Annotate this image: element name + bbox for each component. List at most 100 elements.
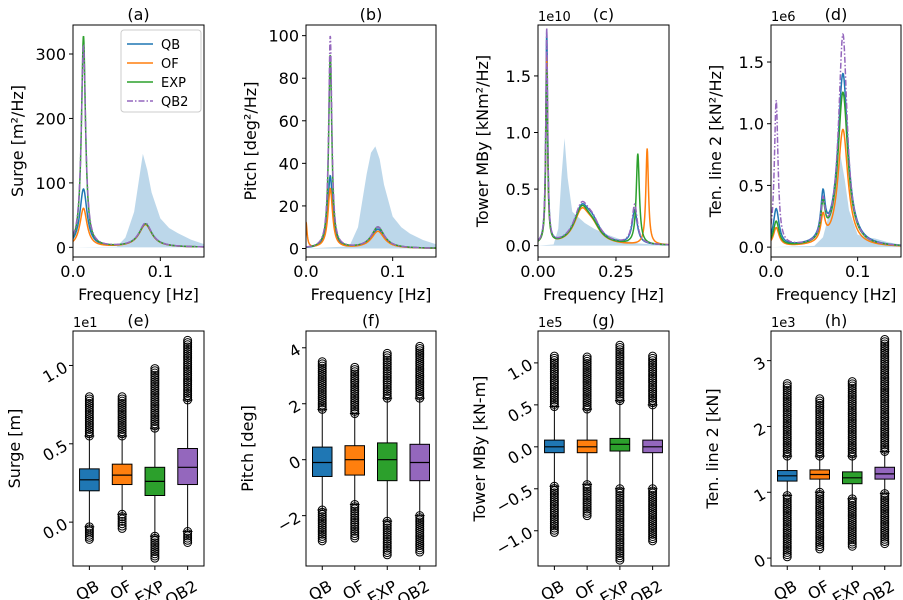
outlier-point xyxy=(415,532,425,542)
outlier-point xyxy=(117,523,127,533)
outlier-point xyxy=(549,375,559,385)
outlier-point xyxy=(880,442,890,452)
outlier-point xyxy=(350,515,360,525)
y-tick-label: 100 xyxy=(35,174,66,193)
y-tick-label: 300 xyxy=(35,45,66,64)
y-tick-label: 1 xyxy=(751,484,769,506)
outlier-point xyxy=(549,395,559,405)
outlier-point xyxy=(183,349,193,359)
y-tick-label: 2 xyxy=(286,396,304,418)
outlier-point xyxy=(782,545,792,555)
outlier-point xyxy=(847,425,857,435)
outlier-point xyxy=(815,422,825,432)
outlier-point xyxy=(880,414,890,424)
outlier-point xyxy=(582,393,592,403)
outlier-point xyxy=(782,396,792,406)
outlier-point xyxy=(615,342,625,352)
outlier-point xyxy=(415,538,425,548)
outlier-point xyxy=(615,387,625,397)
outlier-point xyxy=(847,522,857,532)
outlier-point xyxy=(183,355,193,365)
outlier-point xyxy=(880,429,890,439)
outlier-point xyxy=(582,402,592,412)
y-tick-label: 60 xyxy=(279,112,299,131)
subplot-title: (h) xyxy=(825,311,848,330)
outlier-point xyxy=(880,536,890,546)
outlier-point xyxy=(815,529,825,539)
outlier-point xyxy=(150,553,160,563)
y-tick-label: −1.0 xyxy=(493,523,536,559)
outlier-point xyxy=(317,404,327,414)
outlier-point xyxy=(815,522,825,532)
outlier-point xyxy=(648,521,658,531)
outlier-point xyxy=(382,371,392,381)
box-qb xyxy=(312,446,333,477)
outlier-point xyxy=(415,348,425,358)
outlier-point xyxy=(615,540,625,550)
outlier-point xyxy=(350,362,360,372)
outlier-point xyxy=(415,511,425,521)
wave-spectrum-area xyxy=(73,153,204,248)
outlier-point xyxy=(815,418,825,428)
outlier-point xyxy=(782,385,792,395)
outlier-point xyxy=(815,509,825,519)
outlier-point xyxy=(648,508,658,518)
y-tick-label: 4 xyxy=(286,340,304,362)
outlier-point xyxy=(183,388,193,398)
outlier-point xyxy=(549,397,559,407)
plot-area xyxy=(771,33,901,248)
x-axis-label: Frequency [Hz] xyxy=(78,285,199,304)
plot-area xyxy=(306,35,436,249)
outlier-point xyxy=(150,423,160,433)
outlier-point xyxy=(615,378,625,388)
outlier-point xyxy=(382,527,392,537)
outlier-point xyxy=(847,533,857,543)
outlier-point xyxy=(84,407,94,417)
outlier-point xyxy=(815,447,825,457)
outlier-point xyxy=(648,382,658,392)
outlier-point xyxy=(615,506,625,516)
outlier-point xyxy=(549,481,559,491)
legend-label-qb2: QB2 xyxy=(161,95,188,110)
outlier-point xyxy=(582,369,592,379)
outlier-point xyxy=(648,384,658,394)
box-qb2 xyxy=(177,448,198,486)
outlier-point xyxy=(582,488,592,498)
outlier-point xyxy=(317,372,327,382)
outlier-point xyxy=(117,431,127,441)
outlier-point xyxy=(648,369,658,379)
outlier-point xyxy=(84,420,94,430)
axes-frame xyxy=(537,24,670,258)
category-label-qb: QB xyxy=(72,576,102,600)
legend-label-qb: QB xyxy=(161,38,180,53)
outlier-point xyxy=(880,495,890,505)
outlier-point xyxy=(84,427,94,437)
outlier-point xyxy=(782,423,792,433)
outlier-point xyxy=(84,414,94,424)
outlier-point xyxy=(880,381,890,391)
outlier-point xyxy=(84,396,94,406)
outlier-point xyxy=(782,409,792,419)
outlier-point xyxy=(582,376,592,386)
outlier-point xyxy=(549,362,559,372)
outlier-point xyxy=(84,405,94,415)
y-tick-label: 0 xyxy=(751,550,769,572)
outlier-point xyxy=(150,375,160,385)
outlier-point xyxy=(782,416,792,426)
outlier-point xyxy=(815,500,825,510)
outlier-point xyxy=(847,403,857,413)
outlier-point xyxy=(382,521,392,531)
outlier-point xyxy=(880,409,890,419)
outlier-point xyxy=(815,494,825,504)
outlier-point xyxy=(84,409,94,419)
outlier-point xyxy=(549,367,559,377)
outlier-point xyxy=(549,505,559,515)
outlier-point xyxy=(615,349,625,359)
outlier-point xyxy=(549,351,559,361)
outlier-point xyxy=(847,429,857,439)
outlier-point xyxy=(582,491,592,501)
outlier-point xyxy=(183,335,193,345)
outlier-point xyxy=(880,346,890,356)
axes-frame xyxy=(305,24,437,258)
outlier-point xyxy=(382,384,392,394)
